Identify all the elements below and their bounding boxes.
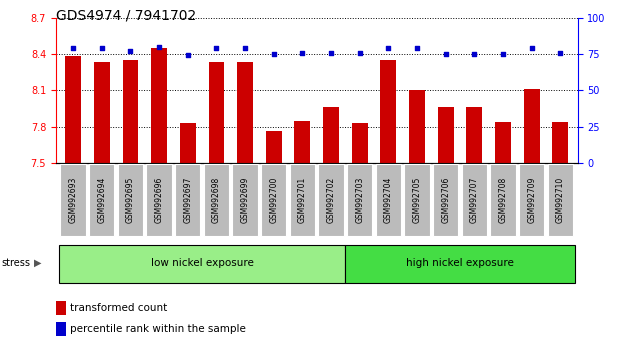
Text: GSM992693: GSM992693 — [68, 177, 78, 223]
Bar — [232, 164, 258, 236]
Bar — [495, 122, 511, 163]
Bar — [548, 164, 573, 236]
Bar — [438, 107, 453, 163]
Bar — [209, 62, 224, 163]
Text: transformed count: transformed count — [70, 303, 167, 313]
Point — [211, 45, 221, 51]
Bar — [466, 107, 483, 163]
Bar — [319, 164, 343, 236]
Bar — [94, 62, 110, 163]
Bar — [59, 245, 345, 283]
Point — [97, 45, 107, 51]
Point — [269, 51, 279, 57]
Text: GSM992704: GSM992704 — [384, 177, 393, 223]
Bar — [462, 164, 487, 236]
Bar — [266, 131, 281, 163]
Bar — [491, 164, 515, 236]
Bar — [204, 164, 229, 236]
Bar — [352, 123, 368, 163]
Bar — [376, 164, 401, 236]
Text: GSM992709: GSM992709 — [527, 177, 536, 223]
Bar — [180, 123, 196, 163]
Point — [441, 51, 451, 57]
Text: GSM992703: GSM992703 — [355, 177, 364, 223]
Point — [412, 45, 422, 51]
Point — [355, 50, 365, 55]
Bar — [524, 89, 540, 163]
Point — [297, 50, 307, 55]
Bar — [433, 164, 458, 236]
Text: ▶: ▶ — [34, 258, 42, 268]
Point — [555, 50, 565, 55]
Text: GSM992702: GSM992702 — [327, 177, 335, 223]
Bar — [89, 164, 114, 236]
Point — [527, 45, 537, 51]
Text: GSM992701: GSM992701 — [298, 177, 307, 223]
Text: GSM992707: GSM992707 — [470, 177, 479, 223]
Text: GDS4974 / 7941702: GDS4974 / 7941702 — [56, 9, 196, 23]
Point — [68, 45, 78, 51]
Bar — [345, 245, 574, 283]
Text: GSM992695: GSM992695 — [126, 177, 135, 223]
Text: low nickel exposure: low nickel exposure — [151, 258, 253, 268]
Text: percentile rank within the sample: percentile rank within the sample — [70, 324, 245, 334]
Bar — [553, 122, 568, 163]
Bar — [409, 90, 425, 163]
Bar — [147, 164, 171, 236]
Text: GSM992697: GSM992697 — [183, 177, 193, 223]
Bar — [519, 164, 544, 236]
Text: GSM992706: GSM992706 — [441, 177, 450, 223]
Bar — [65, 56, 81, 163]
Point — [125, 48, 135, 54]
Text: stress: stress — [1, 258, 30, 268]
Bar — [323, 107, 339, 163]
Bar — [237, 62, 253, 163]
Bar — [381, 60, 396, 163]
Bar — [404, 164, 430, 236]
Text: GSM992708: GSM992708 — [499, 177, 507, 223]
Bar — [261, 164, 286, 236]
Point — [183, 53, 193, 58]
Text: GSM992705: GSM992705 — [412, 177, 422, 223]
Bar — [122, 60, 138, 163]
Bar — [118, 164, 143, 236]
Bar — [175, 164, 201, 236]
Text: GSM992694: GSM992694 — [97, 177, 106, 223]
Text: GSM992710: GSM992710 — [556, 177, 565, 223]
Bar — [60, 164, 86, 236]
Point — [154, 44, 164, 50]
Bar — [347, 164, 373, 236]
Point — [326, 50, 336, 55]
Bar — [294, 121, 310, 163]
Text: high nickel exposure: high nickel exposure — [406, 258, 514, 268]
Text: GSM992700: GSM992700 — [270, 177, 278, 223]
Point — [240, 45, 250, 51]
Point — [469, 51, 479, 57]
Bar — [151, 48, 167, 163]
Text: GSM992696: GSM992696 — [155, 177, 163, 223]
Point — [498, 51, 508, 57]
Text: GSM992698: GSM992698 — [212, 177, 221, 223]
Bar — [290, 164, 315, 236]
Point — [383, 45, 393, 51]
Text: GSM992699: GSM992699 — [240, 177, 250, 223]
